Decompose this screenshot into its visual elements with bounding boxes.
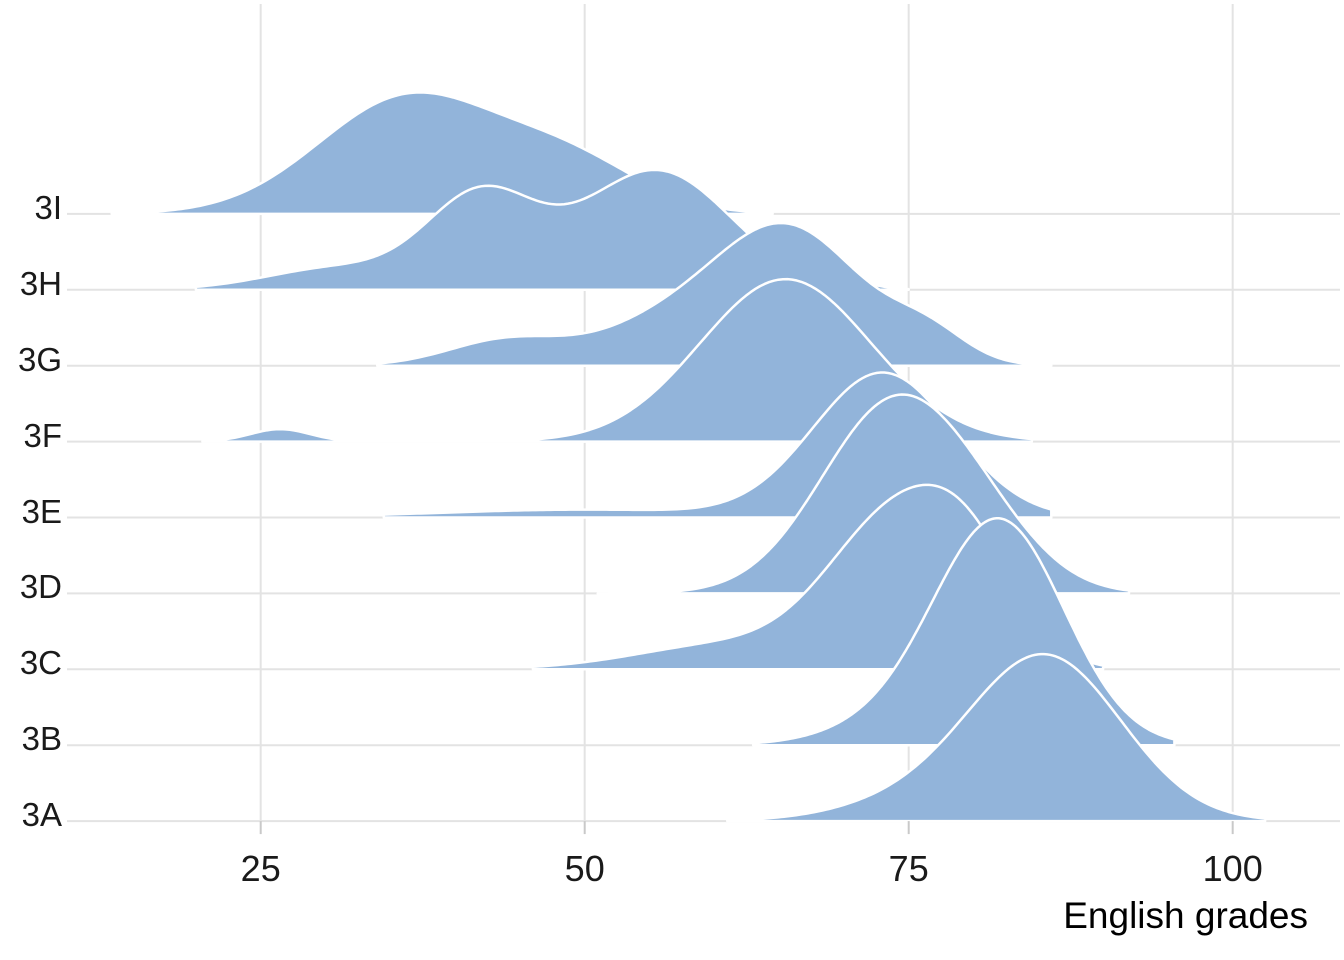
- y-axis-label-3H: 3H: [20, 265, 62, 302]
- y-axis-label-3C: 3C: [20, 644, 62, 681]
- x-axis-tick-label-100: 100: [1203, 848, 1263, 889]
- x-axis-tick-label-50: 50: [565, 848, 605, 889]
- x-axis-title: English grades: [1063, 895, 1308, 936]
- y-axis-label-3I: 3I: [34, 189, 62, 226]
- y-axis-label-3A: 3A: [22, 796, 62, 833]
- y-axis-label-3E: 3E: [22, 493, 62, 530]
- density-curve-3G: [376, 221, 1053, 367]
- y-axis-label-3B: 3B: [22, 720, 62, 757]
- density-curves: [110, 91, 1267, 823]
- x-axis-tick-label-75: 75: [889, 848, 929, 889]
- density-curve-3A: [726, 652, 1267, 823]
- density-curve-3F: [201, 277, 1034, 443]
- y-axis-label-3F: 3F: [23, 417, 62, 454]
- axis-tick-marks: [259, 821, 1234, 835]
- y-axis-label-3D: 3D: [20, 568, 62, 605]
- x-axis-tick-label-25: 25: [241, 848, 281, 889]
- axis-labels: 3I 3H 3G 3F 3E 3D 3C 3B 3A 25 50 75 100 …: [18, 189, 1308, 936]
- y-axis-label-3G: 3G: [18, 341, 62, 378]
